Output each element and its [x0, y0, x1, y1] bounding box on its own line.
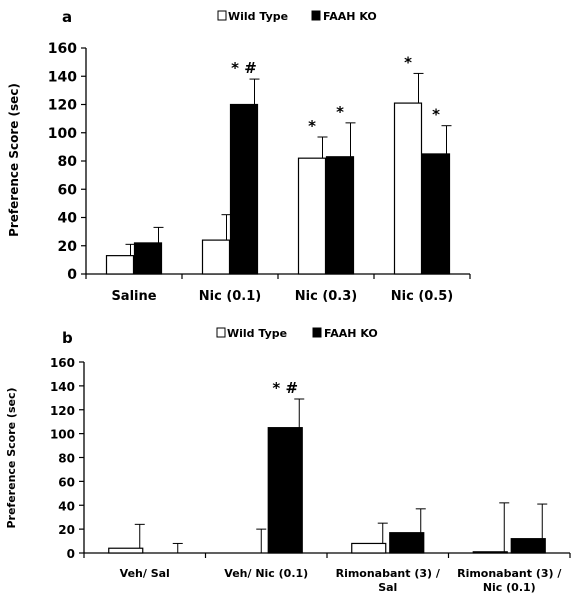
legend-faah-ko-label: FAAH KO	[324, 327, 378, 340]
legend-wild-type-swatch	[216, 327, 226, 338]
category-label: Veh/ Nic (0.1)	[224, 567, 308, 580]
category-label-line: Sal	[378, 581, 397, 594]
bar-wild-type	[297, 157, 327, 275]
panel-b-y-axis-label: Preference Score (sec)	[5, 387, 18, 528]
significance-marker: *	[308, 117, 316, 135]
bar-wild-type	[201, 239, 231, 275]
y-tick-label: 20	[58, 239, 78, 255]
bar-faah-ko	[510, 538, 546, 554]
bar-wild-type	[108, 547, 144, 554]
y-tick-label: 100	[50, 428, 75, 442]
panel-b: b Wild Type FAAH KO Preference Score (se…	[5, 327, 571, 594]
panel-b-plot: 0 20 40 60 80 100 120 140 160 Veh/ Sal Veh/ Nic (0…	[50, 356, 571, 594]
category-label: Nic (0.5)	[391, 289, 453, 304]
category-label-line: Nic (0.1)	[483, 581, 536, 594]
panel-b-letter: b	[62, 329, 73, 347]
significance-marker: *	[432, 106, 440, 124]
category-label-line: Veh/ Sal	[120, 567, 170, 580]
panel-a: a Wild Type FAAH KO Preference Score (se…	[7, 8, 471, 304]
category-label-line: Nic (0.5)	[391, 289, 453, 304]
bar-wild-type	[472, 551, 508, 554]
bar-faah-ko	[133, 242, 163, 275]
bar-faah-ko	[267, 427, 303, 554]
significance-marker: * #	[272, 379, 298, 397]
y-tick-label: 160	[48, 41, 77, 57]
y-tick-label: 40	[58, 499, 75, 513]
significance-marker: *	[336, 103, 344, 121]
legend-faah-ko-swatch	[311, 10, 321, 21]
category-label: Rimonabant (3) / Sal	[336, 567, 441, 594]
y-tick-label: 80	[58, 452, 75, 466]
panel-a-plot: 0 20 40 60 80 100 120 140 160 Saline Nic (0.1) Nic …	[48, 41, 471, 304]
legend-wild-type-label: Wild Type	[227, 327, 287, 340]
category-label: Rimonabant (3) / Nic (0.1)	[457, 567, 562, 594]
y-tick-label: 100	[48, 126, 77, 142]
y-tick-label: 60	[58, 475, 75, 489]
y-tick-label: 0	[67, 267, 77, 283]
y-tick-label: 0	[67, 547, 75, 561]
y-tick-label: 160	[50, 356, 75, 370]
y-tick-label: 140	[48, 69, 77, 85]
bar-wild-type	[105, 255, 135, 275]
y-tick-label: 60	[58, 182, 78, 198]
significance-marker: * #	[231, 59, 257, 77]
legend-wild-type-swatch	[217, 10, 227, 21]
category-label-line: Rimonabant (3) /	[457, 567, 562, 580]
category-label: Veh/ Sal	[120, 567, 170, 580]
legend-wild-type-label: Wild Type	[228, 10, 288, 23]
legend-faah-ko-swatch	[312, 327, 322, 338]
bar-faah-ko	[325, 156, 355, 275]
bar-faah-ko	[229, 103, 259, 275]
panel-a-letter: a	[62, 8, 72, 26]
category-label-line: Nic (0.3)	[295, 289, 357, 304]
bar-faah-ko	[421, 153, 451, 275]
y-tick-label: 140	[50, 380, 75, 394]
y-tick-label: 80	[58, 154, 78, 170]
category-label: Nic (0.3)	[295, 289, 357, 304]
bar-wild-type	[393, 102, 423, 275]
panel-a-legend: Wild Type FAAH KO	[217, 10, 377, 23]
category-label: Saline	[111, 289, 156, 304]
panel-b-legend: Wild Type FAAH KO	[216, 327, 378, 340]
bar-faah-ko	[389, 532, 425, 554]
y-tick-label: 120	[50, 404, 75, 418]
significance-marker: *	[404, 53, 412, 71]
category-label-line: Rimonabant (3) /	[336, 567, 441, 580]
bar-wild-type	[351, 542, 387, 554]
y-tick-label: 20	[58, 523, 75, 537]
y-tick-label: 40	[58, 211, 78, 227]
legend-faah-ko-label: FAAH KO	[323, 10, 377, 23]
category-label: Nic (0.1)	[199, 289, 261, 304]
category-label-line: Veh/ Nic (0.1)	[224, 567, 308, 580]
panel-a-y-axis-label: Preference Score (sec)	[7, 83, 21, 237]
category-label-line: Nic (0.1)	[199, 289, 261, 304]
category-label-line: Saline	[111, 289, 156, 304]
y-tick-label: 120	[48, 98, 77, 114]
